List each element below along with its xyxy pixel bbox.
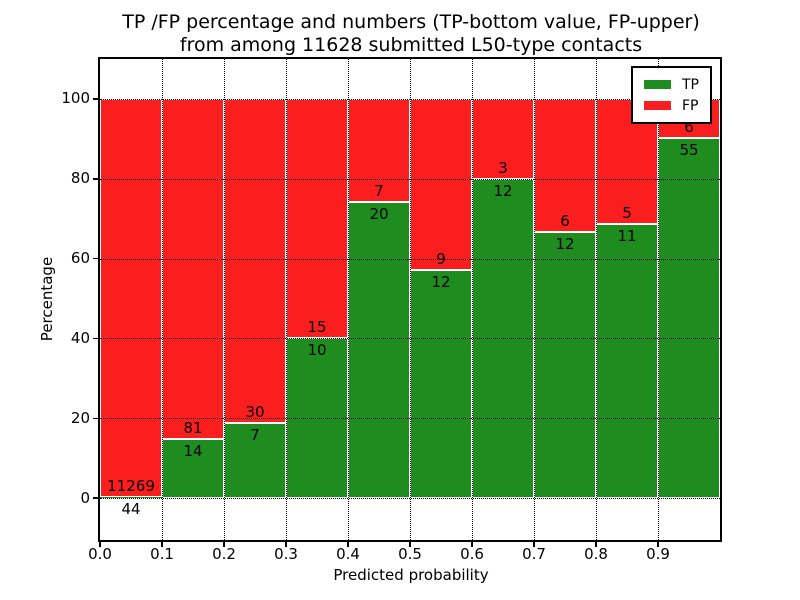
y-tick-label: 20: [70, 408, 90, 427]
bar-fp-count-label: 81: [183, 419, 203, 438]
bar-tp-segment: [224, 422, 286, 499]
y-tick: [93, 178, 98, 180]
gridline-x: [534, 59, 535, 540]
legend-item-fp: FP: [644, 95, 699, 116]
y-tick-label: 60: [70, 249, 90, 268]
bar-tp-count-label: 12: [493, 181, 513, 200]
bar-fp-segment: [534, 98, 596, 232]
bar-fp-count-label: 6: [684, 118, 694, 137]
x-tick: [223, 542, 225, 547]
bar-fp-count-label: 11269: [107, 476, 155, 495]
y-tick: [93, 98, 98, 100]
bar-fp-segment: [162, 98, 224, 440]
legend-label-tp: TP: [682, 76, 699, 93]
bar-fp-count-label: 5: [622, 203, 632, 222]
bar-tp-segment: [534, 231, 596, 499]
x-tick: [285, 542, 287, 547]
y-tick: [93, 337, 98, 340]
fp-color-swatch: [644, 101, 671, 110]
gridline-x: [658, 59, 659, 540]
gridline-x: [472, 59, 473, 540]
bar-tp-count-label: 12: [431, 272, 451, 291]
x-tick: [347, 542, 349, 547]
y-tick-label: 40: [70, 328, 90, 347]
bar-tp-count-label: 10: [307, 341, 327, 360]
gridline-x: [348, 59, 349, 540]
bar-count-labels-layer: 11269 44 81 14 30 7 15 10 7 20 9 12 3 12 6 12 5 11 6 55: [100, 59, 720, 540]
chart-title-line1: TP /FP percentage and numbers (TP-bottom…: [122, 11, 700, 33]
x-tick: [99, 542, 101, 547]
chart-title-line2: from among 11628 submitted L50-type cont…: [179, 34, 643, 56]
y-tick-label: 80: [70, 169, 90, 188]
x-tick: [595, 542, 597, 547]
bar-fp-count-label: 15: [307, 318, 327, 337]
y-tick: [93, 497, 98, 499]
bar-tp-count-label: 12: [555, 234, 575, 253]
bar-tp-segment: [410, 269, 472, 499]
bar-tp-count-label: 55: [679, 141, 699, 160]
x-tick: [657, 542, 659, 547]
bar-tp-segment: [100, 496, 162, 499]
tp-color-swatch: [644, 80, 671, 89]
x-tick-label: 0.1: [150, 545, 174, 563]
bar-tp-segment: [348, 202, 410, 499]
x-tick: [471, 542, 473, 547]
bar-fp-count-label: 7: [374, 182, 384, 201]
bar-fp-segment: [286, 98, 348, 339]
gridline-x: [224, 59, 225, 540]
bar-fp-count-label: 9: [436, 250, 446, 268]
legend-label-fp: FP: [682, 97, 699, 114]
bar-fp-segment: [472, 98, 534, 179]
x-tick-label: 0.8: [584, 545, 608, 563]
x-tick-label: 0.2: [212, 545, 236, 563]
x-tick-label: 0.9: [646, 545, 670, 563]
bar-fp-count-label: 3: [498, 158, 508, 177]
x-tick: [409, 542, 411, 547]
legend-item-tp: TP: [644, 74, 699, 95]
y-tick: [93, 417, 98, 419]
grid-layer: [100, 59, 720, 540]
x-tick-label: 0.6: [460, 545, 484, 563]
x-tick-label: 0.3: [274, 545, 298, 563]
bar-tp-count-label: 20: [369, 205, 389, 224]
bar-tp-segment: [286, 338, 348, 499]
gridline-x: [410, 59, 411, 540]
y-tick-label: 0: [80, 488, 90, 507]
bar-fp-segment: [410, 98, 472, 270]
x-tick: [161, 542, 163, 547]
x-tick-label: 0.0: [88, 545, 112, 563]
x-axis-label: Predicted probability: [333, 566, 489, 584]
bar-fp-segment: [224, 98, 286, 423]
x-tick-label: 0.4: [336, 545, 360, 563]
bar-tp-count-label: 11: [617, 226, 637, 245]
y-tick-label: 100: [61, 89, 90, 108]
y-axis-label: Percentage: [38, 256, 56, 342]
gridline-x: [286, 59, 287, 540]
bar-tp-count-label: 7: [250, 425, 260, 444]
bar-fp-count-label: 30: [245, 402, 265, 421]
bar-fp-segment: [348, 98, 410, 203]
legend: TP FP: [631, 66, 712, 124]
bar-tp-segment: [658, 138, 720, 499]
bar-tp-count-label: 44: [121, 499, 141, 518]
plot-area: 11269 44 81 14 30 7 15 10 7 20 9 12 3 12 6 12 5 11 6 55 TP …: [98, 57, 722, 542]
bars-layer: [100, 59, 720, 540]
bar-tp-count-label: 14: [183, 442, 203, 461]
y-tick: [93, 257, 98, 260]
bar-tp-segment: [162, 439, 224, 499]
bar-tp-segment: [596, 223, 658, 499]
bar-fp-count-label: 6: [560, 211, 570, 230]
x-tick-label: 0.5: [398, 545, 422, 563]
gridline-x: [162, 59, 163, 540]
bar-fp-segment: [100, 98, 162, 497]
gridline-x: [596, 59, 597, 540]
x-tick-label: 0.7: [522, 545, 546, 563]
x-tick: [533, 542, 535, 547]
